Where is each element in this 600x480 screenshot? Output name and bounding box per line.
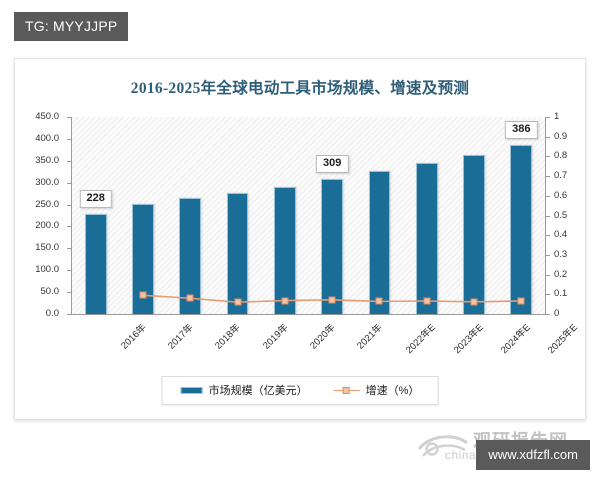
y-axis-right-tick [546,117,550,118]
x-axis-label: 2018年 [213,322,243,352]
x-axis-label: 2022年E [404,322,439,357]
y-axis-right-label: 0.5 [554,209,568,221]
y-axis-left-tick [67,248,71,250]
bar-value-label: 309 [315,154,349,173]
y-axis-left-tick [67,204,71,206]
y-axis-right-label: 0.3 [554,248,568,260]
bar-swatch-icon [180,386,203,394]
y-axis-left-label: 300.0 [35,176,59,188]
bar-2016年 [84,214,107,314]
line-marker [186,294,194,302]
y-axis-left-label: 250.0 [35,198,59,210]
bar-2022年E [368,171,391,314]
x-axis-label: 2024年E [499,322,533,357]
x-axis-label: 2019年 [260,322,291,352]
y-axis-right-label: 0.8 [554,150,568,162]
y-axis-left-tick [67,160,71,162]
y-axis-left-label: 450.0 [35,111,59,122]
y-axis-left-line [71,117,72,315]
y-axis-right-label: 0.6 [554,189,568,201]
y-axis-left-label: 200.0 [35,220,59,232]
url-badge: www.xdfzfl.com [476,440,590,470]
legend-item-market-size[interactable]: 市场规模（亿美元） [180,382,308,398]
x-axis-label: 2025年E [546,322,581,357]
line-marker [423,297,431,305]
bar-value-label: 386 [505,121,538,140]
line-marker [328,296,336,304]
y-axis-right-tick [546,235,550,237]
y-axis-right-tick [546,314,550,315]
y-axis-left-label: 100.0 [35,264,59,276]
y-axis-right-tick [546,274,550,276]
y-axis-right-tick [546,176,550,178]
chart-title: 2016-2025年全球电动工具市场规模、增速及预测 [130,80,470,97]
y-axis-right-label: 0.1 [554,288,568,300]
chart-legend: 市场规模（亿美元） 增速（%） [161,376,439,405]
bar-2024年E [463,155,485,314]
y-axis-left-label: 50.0 [40,286,60,298]
line-marker [517,297,525,305]
y-axis-right-tick [546,254,550,256]
y-axis-right-label: 1 [554,111,560,122]
y-axis-left-tick [67,314,71,315]
legend-label-growth-rate: 增速（%） [365,385,420,397]
y-axis-left-tick [67,292,71,294]
y-axis-left-label: 350.0 [35,154,59,166]
x-axis-label: 2017年 [166,322,196,352]
y-axis-left-tick [67,226,71,228]
y-axis-left-tick [67,138,71,140]
bar-2020年 [273,187,296,314]
y-axis-left-label: 400.0 [35,132,59,144]
tg-tag: TG: MYYJJPP [14,12,129,41]
y-axis-right-tick [546,156,550,158]
bar-2021年 [321,178,344,314]
bar-2017年 [132,203,154,314]
line-marker [281,297,289,305]
line-marker [470,298,478,306]
line-marker [375,297,383,305]
bar-2025年E [510,145,533,314]
y-axis-right-label: 0.2 [554,268,568,280]
legend-item-growth-rate[interactable]: 增速（%） [333,382,420,398]
y-axis-left-tick [67,270,71,272]
chart-card: 2016-2025年全球电动工具市场规模、增速及预测 0.0 50.0 100.0 1… [14,58,586,473]
y-axis-right-tick [546,195,550,197]
y-axis-right-line [545,117,546,315]
y-axis-right-tick [546,294,550,296]
y-axis-right-label: 0.9 [554,130,568,142]
y-axis-right-label: 0.7 [554,170,568,182]
y-axis-right-label: 0.4 [554,229,568,241]
eye-logo-icon [417,435,468,457]
line-swatch-icon [333,386,360,395]
y-axis-left-label: 0.0 [45,308,59,319]
line-marker [234,298,242,306]
bar-2019年 [226,193,249,314]
x-axis-label: 2021年 [355,322,385,352]
y-axis-right-label: 0 [554,308,560,319]
x-axis-label: 2023年E [451,322,486,357]
x-axis-label: 2016年 [118,322,149,352]
y-axis-right-tick [546,215,550,217]
bar-2023年E [415,162,438,314]
x-axis-label: 2020年 [307,322,338,352]
y-axis-left-label: 150.0 [35,242,59,254]
y-axis-left-tick [67,117,71,118]
y-axis-right-tick [546,136,550,138]
legend-label-market-size: 市场规模（亿美元） [208,385,308,397]
bar-2018年 [179,197,202,314]
line-marker [139,291,147,299]
bar-value-label: 228 [79,190,112,209]
y-axis-left-tick [67,182,71,184]
